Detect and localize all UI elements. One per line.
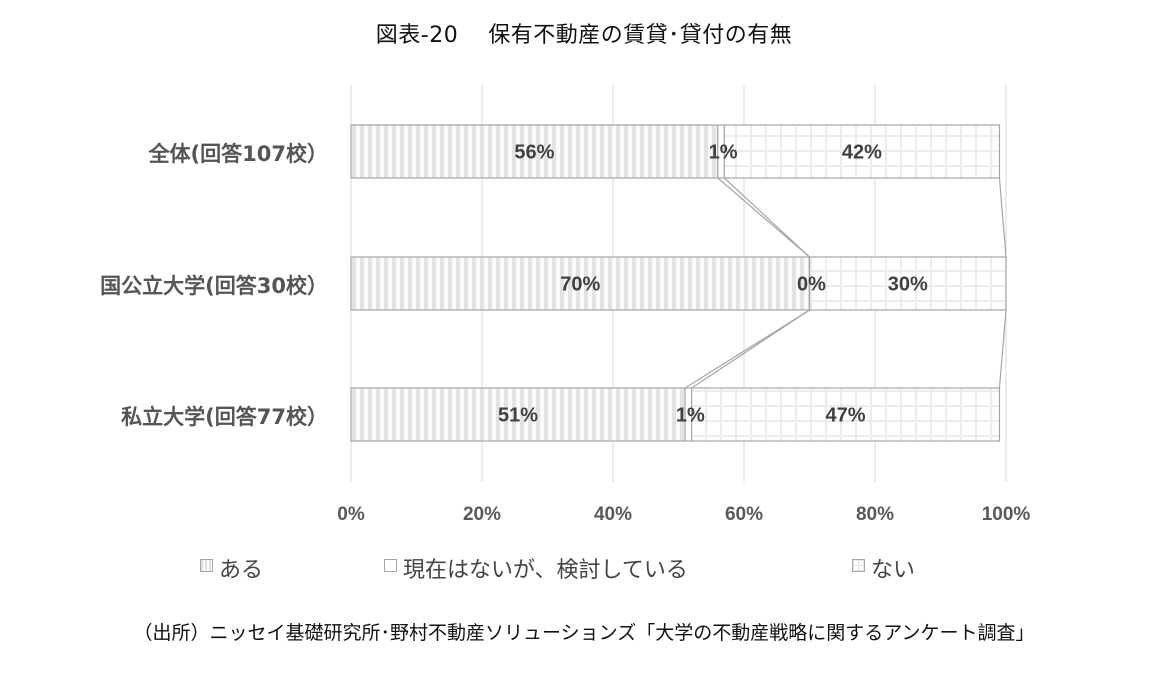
data-label: 51%	[498, 405, 538, 427]
x-tick-label: 80%	[855, 504, 895, 525]
data-label: 56%	[514, 142, 554, 164]
legend-swatch-grid-icon	[852, 558, 865, 572]
data-label: 42%	[842, 142, 882, 164]
data-label: 30%	[888, 274, 928, 296]
x-tick-label: 60%	[724, 504, 764, 525]
series-line	[691, 309, 810, 389]
series-line	[723, 177, 810, 258]
chart-title: 図表-20 保有不動産の賃貸･貸付の有無	[0, 17, 1168, 49]
series-line	[998, 177, 1007, 258]
x-tick-label: 0%	[337, 504, 365, 525]
source-note: （出所）ニッセイ基礎研究所･野村不動産ソリューションズ「大学の不動産戦略に関する…	[133, 622, 1035, 644]
legend-label: ない	[871, 558, 916, 583]
data-label: 1%	[709, 142, 738, 164]
legend-item-nai: ない	[852, 552, 915, 584]
data-label: 0%	[797, 274, 826, 296]
figure-title-text: 保有不動産の賃貸･貸付の有無	[488, 23, 793, 48]
legend: ある 現在はないが、検討している ない	[0, 552, 1168, 586]
bar-segment	[808, 256, 1007, 311]
legend-item-aru: ある	[200, 552, 263, 584]
legend-label: 現在はないが、検討している	[403, 558, 688, 583]
x-tick-label: 20%	[462, 504, 502, 525]
legend-swatch-stripe-icon	[200, 558, 213, 572]
x-tick-label: 100%	[981, 504, 1031, 525]
series-lines	[684, 177, 1007, 389]
category-label: 私立大学(回答77校）	[121, 404, 328, 429]
bar-segment	[350, 256, 811, 311]
bar-segment	[350, 387, 686, 442]
bars	[350, 124, 1007, 442]
x-tick-label: 40%	[593, 504, 633, 525]
series-line	[998, 309, 1007, 389]
data-label: 1%	[676, 405, 705, 427]
bar-segment	[690, 387, 1001, 442]
series-line	[684, 309, 810, 389]
legend-swatch-plain-icon	[384, 558, 397, 572]
bar-segment	[723, 124, 1001, 179]
legend-item-considering: 現在はないが、検討している	[384, 552, 688, 584]
data-labels: 56% 1% 42% 70% 0% 30% 51% 1% 47%	[498, 142, 928, 427]
category-label: 全体(回答107校）	[148, 141, 328, 166]
legend-label: ある	[219, 558, 264, 583]
bar-segment	[350, 124, 719, 179]
data-label: 70%	[560, 274, 600, 296]
series-line	[717, 177, 810, 258]
category-label: 国公立大学(回答30校）	[100, 273, 328, 298]
data-label: 47%	[826, 405, 866, 427]
figure-number: 図表-20	[375, 23, 459, 48]
